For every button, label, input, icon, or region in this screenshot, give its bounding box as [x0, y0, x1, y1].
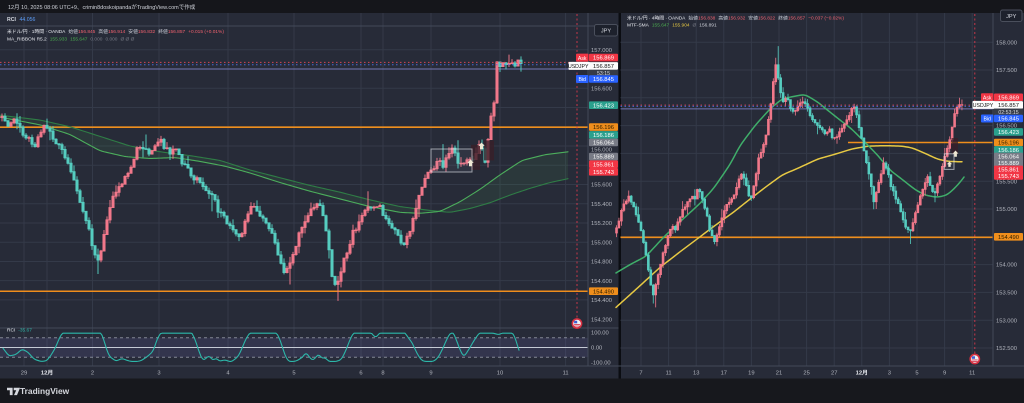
svg-text:9: 9 — [943, 371, 946, 377]
svg-text:Bid: Bid — [983, 117, 991, 123]
svg-text:154.800: 154.800 — [591, 260, 612, 266]
svg-text:156.869: 156.869 — [998, 95, 1019, 101]
svg-text:155.600: 155.600 — [591, 183, 612, 189]
svg-text:156.857: 156.857 — [998, 103, 1019, 109]
svg-text:02:53:15: 02:53:15 — [998, 110, 1018, 116]
svg-text:Ask: Ask — [578, 56, 587, 62]
svg-text:27: 27 — [831, 371, 837, 377]
svg-text:156.845: 156.845 — [998, 117, 1019, 123]
svg-text:155.400: 155.400 — [591, 202, 612, 208]
svg-text:156.423: 156.423 — [593, 103, 614, 109]
svg-text:156.064: 156.064 — [998, 155, 1020, 161]
svg-text:7: 7 — [639, 371, 642, 377]
svg-text:2: 2 — [91, 371, 94, 377]
svg-text:155.861: 155.861 — [998, 168, 1019, 174]
svg-text:100.00: 100.00 — [591, 330, 609, 336]
svg-text:USDJPY: USDJPY — [568, 64, 589, 70]
svg-text:155.743: 155.743 — [593, 170, 614, 176]
svg-text:RCI-35.67: RCI -35.67 — [7, 328, 32, 334]
svg-text:10: 10 — [497, 371, 503, 377]
svg-text:154.400: 154.400 — [591, 298, 612, 304]
svg-text:153.000: 153.000 — [996, 318, 1017, 324]
svg-text:53:15: 53:15 — [597, 71, 610, 77]
svg-text:156.857: 156.857 — [593, 64, 614, 70]
svg-text:5: 5 — [292, 371, 295, 377]
svg-text:157.000: 157.000 — [591, 48, 612, 54]
svg-text:11: 11 — [969, 371, 975, 377]
svg-text:19: 19 — [748, 371, 754, 377]
svg-text:154.600: 154.600 — [591, 279, 612, 285]
svg-text:Bid: Bid — [578, 77, 586, 83]
svg-text:JPY: JPY — [601, 29, 612, 35]
svg-text:Ask: Ask — [983, 96, 992, 102]
svg-text:156.500: 156.500 — [996, 124, 1017, 130]
svg-text:156.196: 156.196 — [998, 141, 1019, 147]
svg-text:4: 4 — [226, 371, 230, 377]
svg-text:USDJPY: USDJPY — [973, 103, 994, 109]
svg-text:3: 3 — [888, 371, 891, 377]
svg-text:29: 29 — [21, 371, 27, 377]
svg-text:155.861: 155.861 — [593, 162, 614, 168]
svg-text:3: 3 — [157, 371, 160, 377]
svg-text:155.500: 155.500 — [996, 179, 1017, 185]
svg-text:155.889: 155.889 — [998, 161, 1019, 167]
svg-text:0.00: 0.00 — [591, 346, 602, 352]
svg-text:156.423: 156.423 — [998, 130, 1019, 136]
svg-text:153.500: 153.500 — [996, 291, 1017, 297]
svg-text:12月 10, 2025 08:06 UTC+9、crimi: 12月 10, 2025 08:06 UTC+9、crimin8doskoipa… — [8, 3, 196, 11]
svg-text:TradingView: TradingView — [20, 386, 70, 396]
svg-text:157.500: 157.500 — [996, 68, 1017, 74]
svg-text:154.490: 154.490 — [998, 235, 1019, 241]
svg-text:155.743: 155.743 — [998, 174, 1019, 180]
svg-text:154.000: 154.000 — [996, 263, 1017, 269]
svg-text:156.186: 156.186 — [593, 133, 614, 139]
svg-text:RCI: RCI — [7, 17, 16, 23]
svg-text:154.200: 154.200 — [591, 317, 612, 323]
svg-text:-100.00: -100.00 — [591, 361, 611, 367]
svg-text:158.000: 158.000 — [996, 40, 1017, 46]
svg-text:JPY: JPY — [1006, 14, 1017, 20]
svg-text:156.186: 156.186 — [998, 148, 1019, 154]
svg-text:13: 13 — [693, 371, 699, 377]
svg-text:155.889: 155.889 — [593, 155, 614, 161]
svg-text:155.000: 155.000 — [996, 207, 1017, 213]
svg-text:156.000: 156.000 — [591, 148, 612, 154]
svg-text:156.196: 156.196 — [593, 125, 614, 131]
svg-text:154.490: 154.490 — [593, 289, 614, 295]
svg-text:156.845: 156.845 — [593, 77, 614, 83]
svg-text:8: 8 — [381, 371, 384, 377]
svg-text:25: 25 — [803, 371, 809, 377]
svg-text:12月: 12月 — [41, 369, 53, 377]
svg-text:17: 17 — [721, 371, 727, 377]
svg-text:44.056: 44.056 — [20, 17, 36, 23]
svg-text:156.869: 156.869 — [593, 56, 614, 62]
svg-text:11: 11 — [666, 371, 672, 377]
svg-text:6: 6 — [359, 371, 362, 377]
svg-text:155.000: 155.000 — [591, 240, 612, 246]
svg-text:156.064: 156.064 — [593, 141, 615, 147]
svg-text:11: 11 — [563, 371, 569, 377]
svg-text:12月: 12月 — [856, 369, 868, 377]
svg-text:156.600: 156.600 — [591, 86, 612, 92]
svg-text:9: 9 — [429, 371, 432, 377]
svg-text:155.200: 155.200 — [591, 221, 612, 227]
svg-text:5: 5 — [915, 371, 918, 377]
svg-text:152.500: 152.500 — [996, 346, 1017, 352]
svg-text:21: 21 — [776, 371, 782, 377]
